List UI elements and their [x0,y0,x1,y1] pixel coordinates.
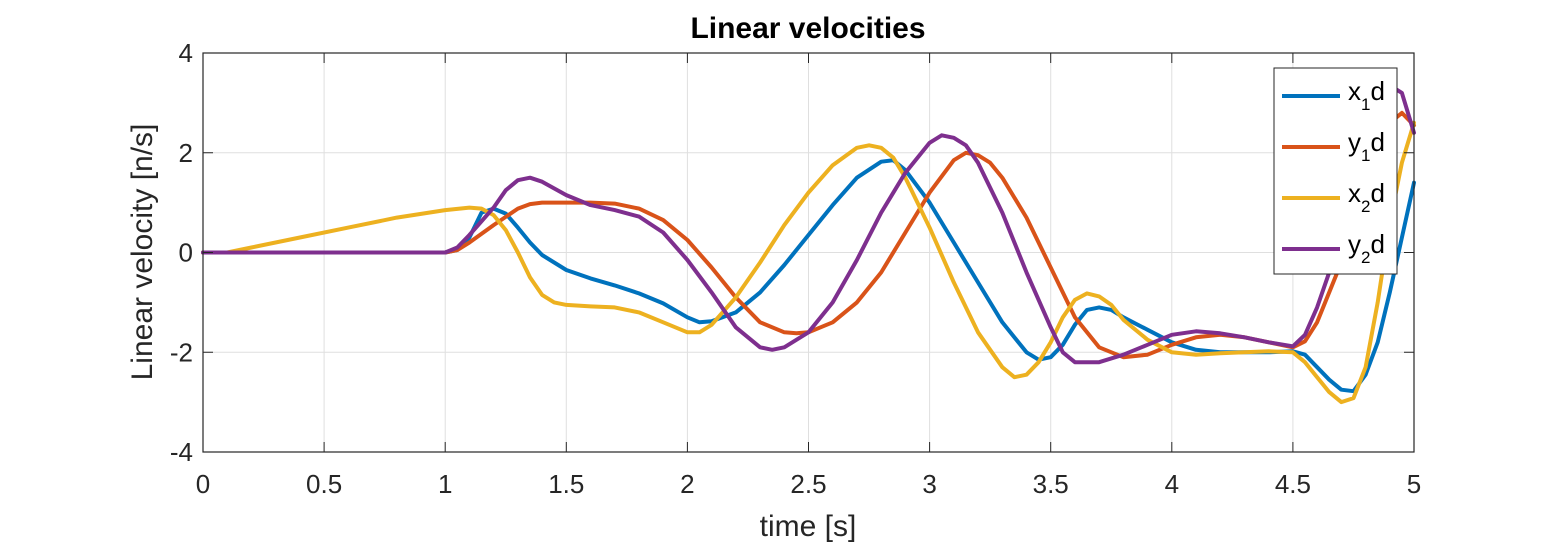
x-tick-label: 0 [196,469,210,499]
y-tick-label: 0 [179,238,193,268]
x-tick-label: 2.5 [790,469,826,499]
x-tick-label: 5 [1407,469,1421,499]
legend-label-y2d: y2d [1348,229,1385,267]
legend-label-x2d: x2d [1348,178,1385,216]
x-axis-label: time [s] [760,510,857,543]
series-line-x2d [201,120,1416,405]
legend-label-y1d: y1d [1348,127,1385,165]
x-tick-label: 3.5 [1033,469,1069,499]
y-tick-label: -4 [170,437,193,467]
series-line-y2d [201,83,1416,365]
y-axis-label: Linear velocity [n/s] [126,124,159,381]
x-tick-label: 2 [680,469,694,499]
chart-title: Linear velocities [690,12,925,45]
x-tick-label: 1.5 [548,469,584,499]
x-tick-label: 4 [1165,469,1179,499]
x-tick-label: 3 [922,469,936,499]
y-tick-label: 2 [179,138,193,168]
axis-ticks: 0 0.5 1 1.5 2 2.5 3 3.5 4 4.5 5 -4 -2 0 2 4 [170,38,1421,499]
y-tick-label: 4 [179,38,193,68]
x-tick-label: 1 [438,469,452,499]
legend: x1d y1d x2d y2d [1273,67,1398,275]
y-tick-label: -2 [170,337,193,367]
x-tick-label: 4.5 [1275,469,1311,499]
x-tick-label: 0.5 [306,469,342,499]
legend-label-x1d: x1d [1348,76,1385,114]
legend-box [1273,67,1398,275]
series-lines [201,83,1416,405]
